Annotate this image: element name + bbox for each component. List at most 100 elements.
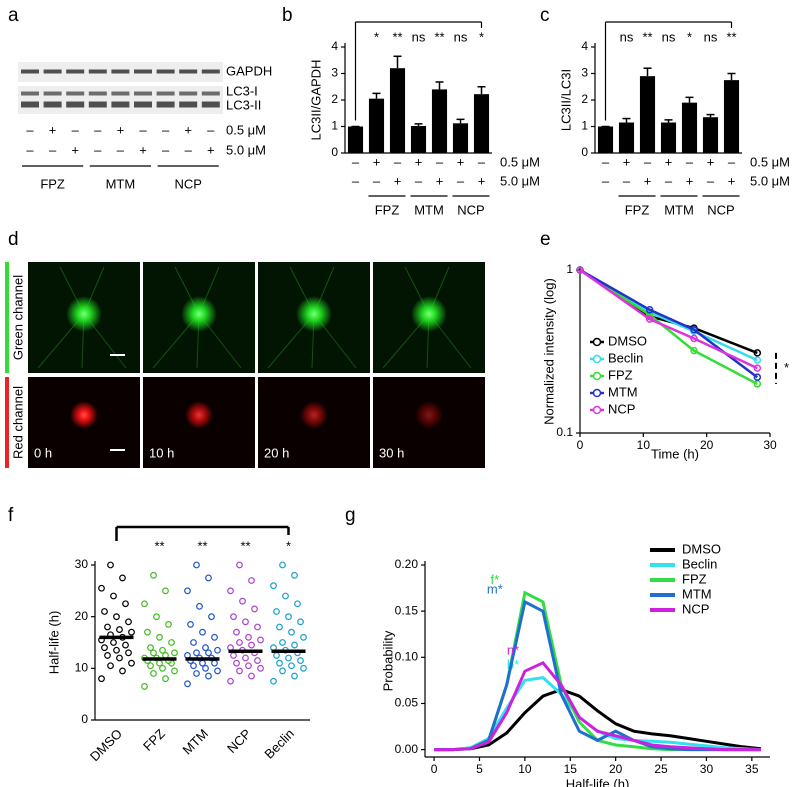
dot <box>248 641 255 649</box>
dot <box>291 641 298 649</box>
dot <box>227 587 234 595</box>
treatment-sign: – <box>185 142 193 157</box>
dot <box>230 613 237 621</box>
dot <box>300 633 307 641</box>
series-line <box>434 599 761 752</box>
point <box>645 306 654 314</box>
dot <box>202 644 209 652</box>
series-line <box>434 688 762 752</box>
y-tick-label: 0.00 <box>395 742 419 756</box>
panel-label: d <box>8 229 19 250</box>
group-label: MTM <box>664 202 694 217</box>
dot <box>104 652 111 659</box>
series-line <box>434 590 761 752</box>
dot <box>190 662 197 670</box>
treatment-label: 0.5 μM <box>500 154 540 169</box>
treatment-sign: + <box>665 154 673 169</box>
treatment-sign: – <box>602 173 610 188</box>
blot-band <box>201 69 220 74</box>
treatment-sign: – <box>623 173 631 188</box>
cell-body <box>296 296 332 332</box>
panel-label: b <box>282 5 293 26</box>
bar <box>660 122 677 153</box>
panel-label: c <box>540 5 550 26</box>
x-tick-label: DMSO <box>87 726 125 764</box>
significance: ns <box>412 29 426 44</box>
dot <box>162 675 169 683</box>
dot <box>159 664 166 672</box>
treatment-sign: – <box>139 122 147 137</box>
treatment-sign: – <box>707 173 715 188</box>
dot <box>184 680 191 688</box>
blot-band <box>111 69 130 74</box>
blot-band <box>43 91 62 96</box>
x-tick-label: 15 <box>564 762 578 776</box>
bar <box>702 117 719 153</box>
x-tick-label: Beclin <box>261 726 297 762</box>
dot <box>257 636 264 644</box>
treatment-sign: – <box>602 154 610 169</box>
y-axis-label: Probability <box>380 630 395 691</box>
dot <box>236 561 243 569</box>
point <box>576 266 584 274</box>
error-bar <box>393 55 402 69</box>
dot <box>141 600 148 608</box>
dot <box>199 628 206 636</box>
blot-band <box>179 101 198 108</box>
dot <box>171 649 178 657</box>
time-label: 20 h <box>264 445 289 460</box>
point <box>753 356 762 364</box>
treatment-sign: + <box>207 142 215 157</box>
dot <box>279 561 286 569</box>
significance: ns <box>704 29 718 44</box>
point <box>645 315 654 323</box>
cell-body <box>415 401 443 429</box>
bar <box>410 125 427 153</box>
cell-body <box>411 296 447 332</box>
dot <box>291 571 298 579</box>
blot-band <box>201 91 220 96</box>
dot <box>104 623 111 631</box>
blot-strip <box>18 86 223 114</box>
significance: ** <box>197 538 207 553</box>
treatment-sign: + <box>457 154 465 169</box>
bar <box>639 76 656 153</box>
dot <box>107 561 114 569</box>
channel-label: Red channel <box>10 386 25 459</box>
treatment-sign: + <box>728 173 736 188</box>
dot <box>214 667 221 675</box>
y-tick-label: 2 <box>581 92 588 106</box>
series-line <box>579 268 759 379</box>
treatment-sign: + <box>49 122 57 137</box>
treatment-sign: – <box>665 173 673 188</box>
dot <box>125 649 132 657</box>
time-label: 0 h <box>34 445 52 460</box>
y-tick-label: 3 <box>331 66 338 80</box>
dot <box>187 621 194 628</box>
group-label: FPZ <box>375 202 400 217</box>
dot <box>113 613 120 621</box>
bar <box>431 89 448 153</box>
error-bar <box>685 96 694 103</box>
blot-band <box>21 91 39 96</box>
dot <box>211 633 218 641</box>
series-line <box>579 268 758 362</box>
blot-band <box>88 91 107 96</box>
dot <box>248 577 255 584</box>
blot-band <box>179 69 198 74</box>
treatment-sign: – <box>117 142 125 157</box>
channel-bar <box>5 377 9 468</box>
x-tick-label: 20 <box>700 438 714 452</box>
dot <box>159 646 166 654</box>
legend-label: NCP <box>608 401 635 416</box>
dot <box>245 662 252 670</box>
cell-body <box>181 296 217 332</box>
treatment-sign: + <box>139 142 147 157</box>
blot-band <box>156 69 175 74</box>
y-tick-label: 20 <box>75 609 89 623</box>
y-tick-label: 2 <box>331 92 338 106</box>
x-tick-label: 20 <box>609 762 623 776</box>
dot <box>205 649 212 657</box>
y-axis-label: Half-life (h) <box>46 611 61 675</box>
treatment-sign: – <box>26 122 34 137</box>
